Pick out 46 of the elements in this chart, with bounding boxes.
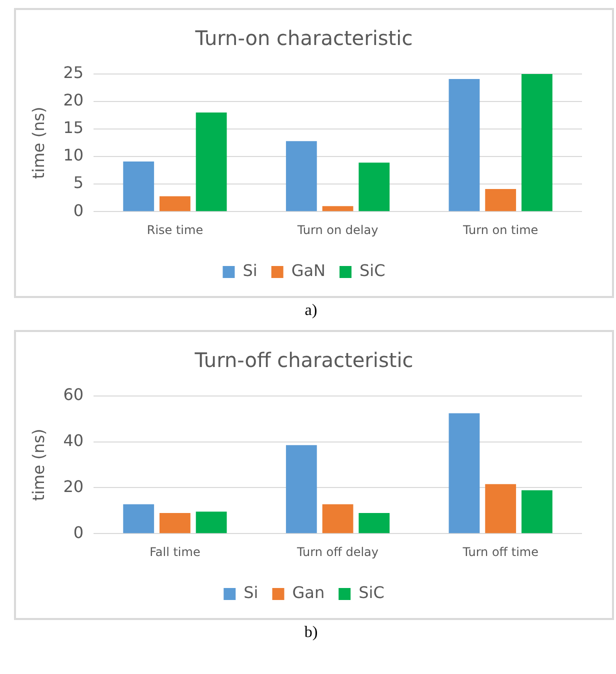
bar	[522, 74, 552, 212]
bar	[123, 162, 154, 212]
legend-label: Gan	[292, 583, 325, 602]
chart-title: Turn-on characteristic	[194, 26, 413, 50]
bar	[448, 413, 480, 534]
bar	[322, 206, 354, 212]
bar	[196, 112, 227, 212]
x-tick-label: Turn on time	[462, 222, 538, 237]
x-tick-label: Turn on delay	[296, 222, 378, 237]
bar	[358, 162, 390, 212]
y-tick-label: 5	[73, 173, 84, 192]
text: a)	[304, 302, 318, 320]
bar	[448, 78, 480, 212]
bar	[485, 484, 516, 534]
y-tick-label: 40	[63, 431, 84, 450]
x-tick-label: Fall time	[150, 544, 200, 559]
bar	[123, 504, 154, 534]
y-tick-label: 60	[63, 385, 84, 404]
bar	[522, 490, 552, 534]
y-tick-label: 0	[73, 522, 84, 542]
legend-label: SiC	[358, 583, 384, 602]
bar	[160, 196, 190, 212]
y-tick-label: 10	[63, 146, 84, 165]
y-tick-label: 0	[73, 200, 84, 220]
x-tick-label: Rise time	[146, 222, 204, 237]
x-tick-label: Turn off time	[462, 544, 538, 559]
legend-label: GaN	[291, 261, 326, 280]
y-axis-title: time (ns)	[28, 106, 48, 179]
y-tick-label: 20	[63, 476, 84, 496]
legend-label: SiC	[360, 261, 386, 280]
bar	[160, 512, 190, 534]
y-tick-label: 15	[63, 118, 84, 138]
bar	[196, 512, 227, 534]
legend-label: Si	[244, 583, 258, 602]
bar	[286, 445, 317, 534]
x-tick-label: Turn off delay	[296, 544, 379, 559]
y-axis-title: time (ns)	[28, 428, 48, 501]
y-tick-label: 20	[63, 90, 84, 110]
chart-title: Turn-off characteristic	[194, 348, 414, 372]
bar	[485, 189, 516, 212]
bar	[358, 512, 390, 534]
legend-label: Si	[242, 261, 258, 280]
bar	[322, 504, 354, 534]
bar	[286, 141, 317, 212]
text: b)	[303, 624, 319, 642]
y-tick-label: 25	[63, 63, 84, 82]
